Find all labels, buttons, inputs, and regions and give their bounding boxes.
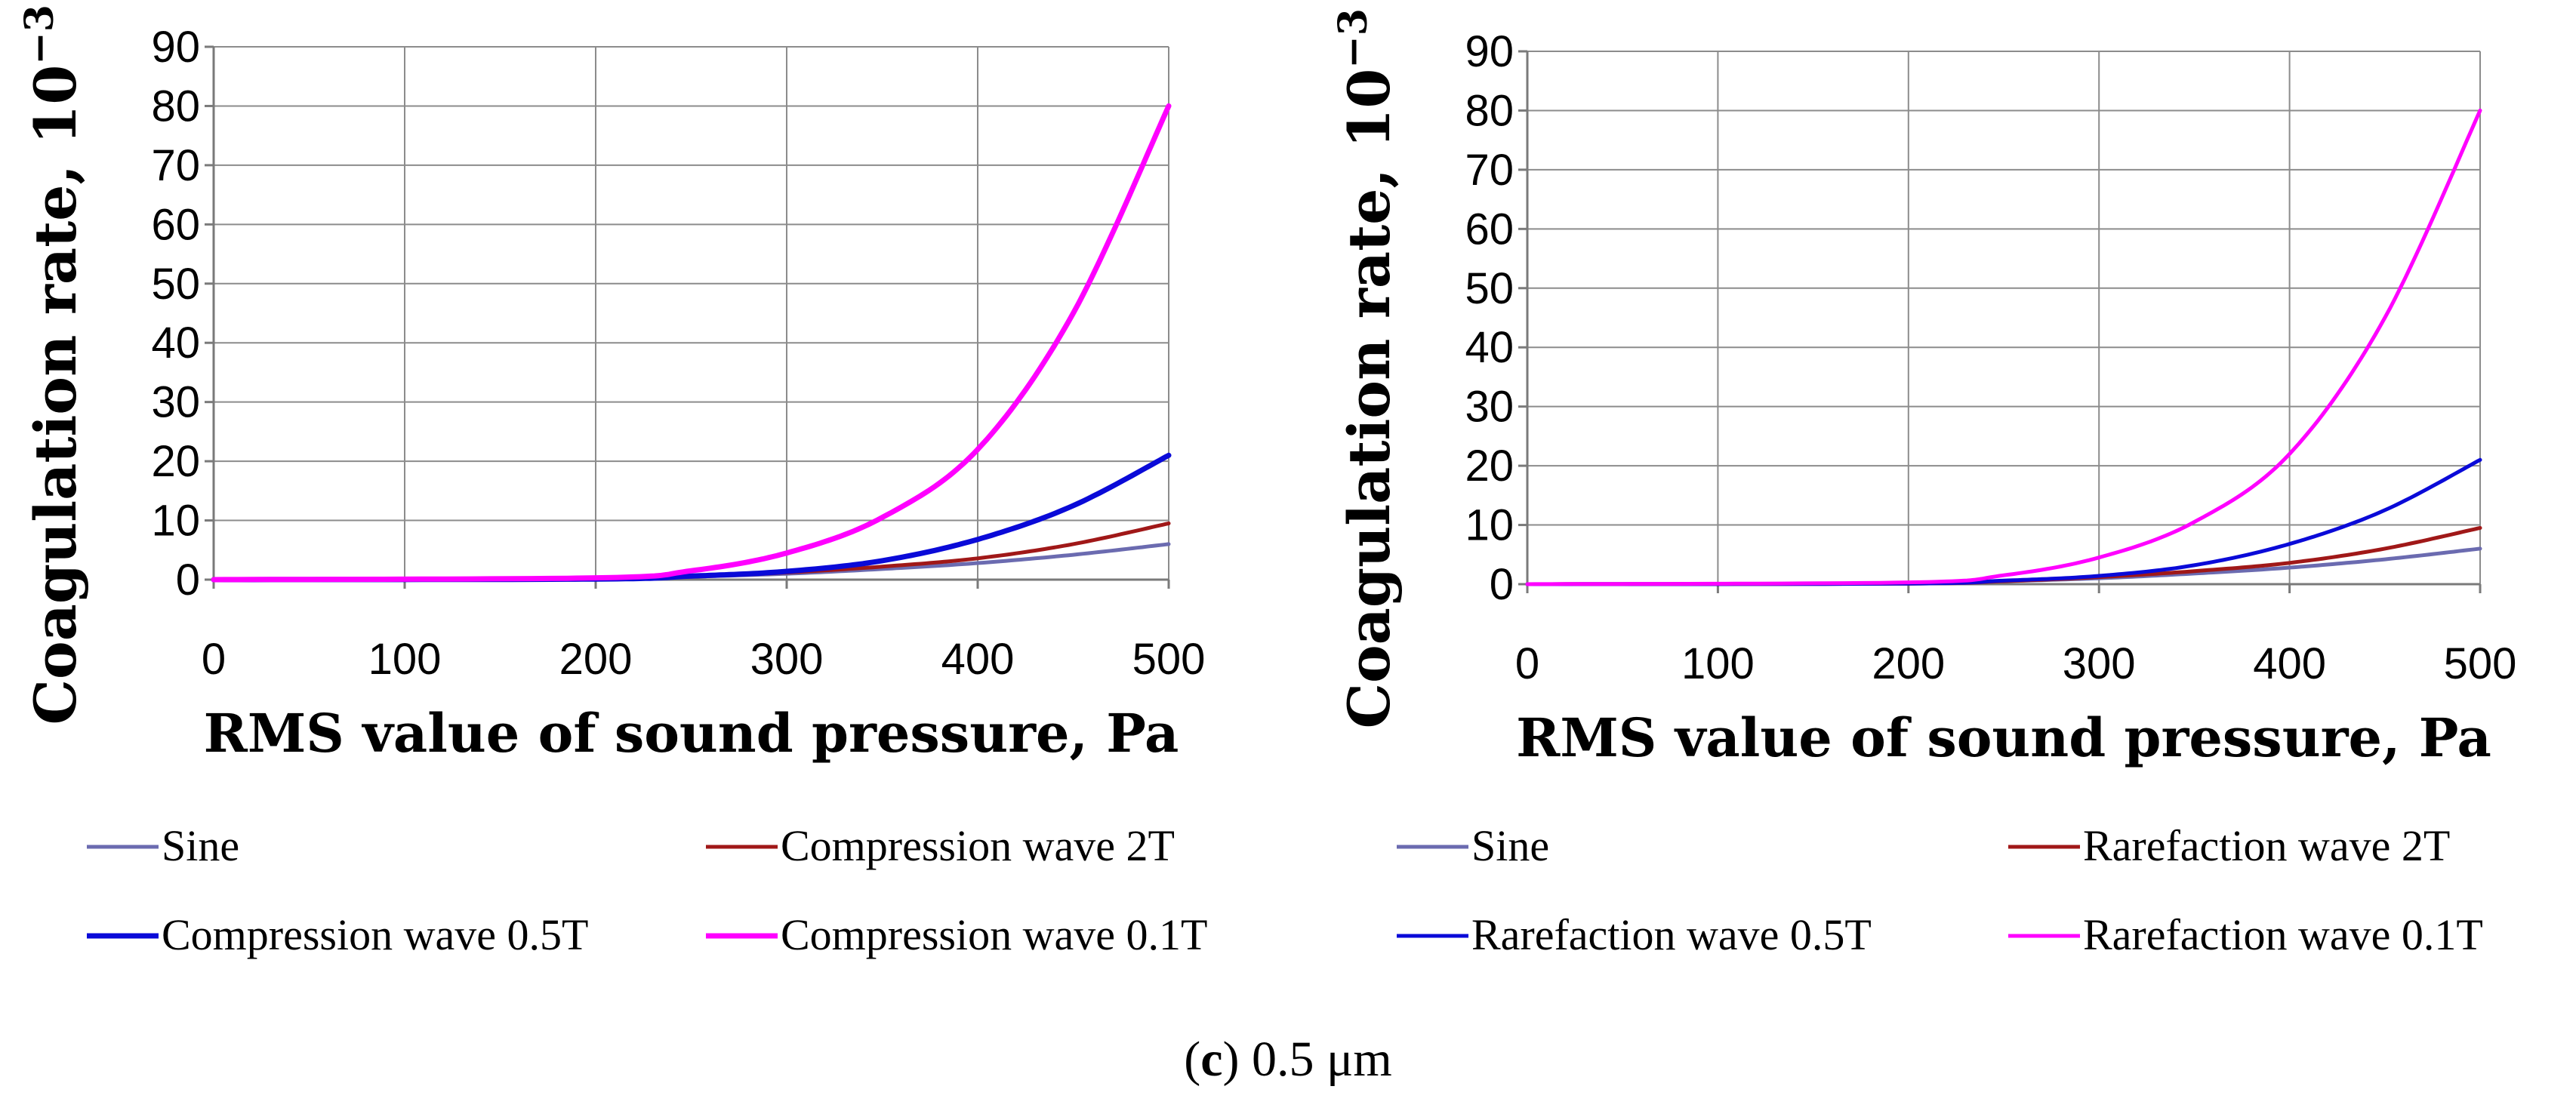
figure-caption: (c) 0.5 μm	[1184, 1032, 1392, 1087]
legend-label: Compression wave 0.5T	[162, 910, 588, 959]
x-tick-label: 300	[750, 635, 824, 684]
legend-item: Rarefaction wave 0.1T	[2008, 910, 2483, 959]
x-tick-label: 200	[1872, 639, 1945, 688]
x-tick-label: 300	[2063, 639, 2136, 688]
y-tick-label: 40	[1465, 323, 1514, 372]
legend-label: Rarefaction wave 0.1T	[2083, 910, 2483, 959]
y-axis-label: Coagulation rate, 10−3s−1	[1330, 0, 1403, 729]
caption-letter: c	[1200, 1032, 1222, 1087]
y-tick-label: 70	[1465, 146, 1514, 195]
y-tick-label: 90	[151, 23, 200, 72]
legend: Sine Compression wave 2T Compression wave …	[87, 821, 1207, 959]
x-tick-label: 100	[368, 635, 442, 684]
y-tick-label: 0	[176, 555, 200, 605]
y-tick-label: 20	[151, 437, 200, 486]
caption-close: )	[1223, 1032, 1240, 1087]
legend-label: Compression wave 2T	[781, 821, 1175, 870]
gridlines	[1527, 51, 2481, 585]
legend-item: Compression wave 0.5T	[87, 910, 588, 959]
y-tick-label: 70	[151, 141, 200, 190]
legend-label: Sine	[1471, 821, 1549, 870]
legend-label: Sine	[162, 821, 239, 870]
x-tick-label: 0	[1515, 639, 1539, 688]
chart-1: 0 10 20 30 40 50 60 70 80 90 0 100 200 300 400 500 RMS v…	[17, 0, 1207, 959]
legend-label: Rarefaction wave 0.5T	[1471, 910, 1872, 959]
y-axis-label-exponent: −3	[1330, 8, 1376, 69]
legend-label: Rarefaction wave 2T	[2083, 821, 2450, 870]
y-tick-label: 30	[151, 378, 200, 427]
y-tick-label: 30	[1465, 383, 1514, 432]
y-tick-label: 50	[1465, 264, 1514, 313]
y-tick-label: 20	[1465, 442, 1514, 491]
y-tick-label: 10	[1465, 501, 1514, 550]
y-tick-label: 10	[151, 497, 200, 546]
gridlines	[213, 46, 1169, 580]
x-tick-label: 100	[1681, 639, 1755, 688]
series-line-4	[1525, 108, 2482, 586]
chart-2: 0 10 20 30 40 50 60 70 80 90 0 100 200 300 400 500 RMS v…	[1330, 0, 2517, 959]
caption-text: 0.5 μm	[1240, 1032, 1392, 1087]
legend-item: Compression wave 0.1T	[706, 910, 1207, 959]
caption-open: (	[1184, 1032, 1200, 1087]
legend-item: Rarefaction wave 2T	[2008, 821, 2450, 870]
x-tick-label: 500	[1132, 635, 1206, 684]
series-group	[211, 103, 1172, 583]
legend-label: Compression wave 0.1T	[781, 910, 1207, 959]
series-group	[1525, 108, 2482, 586]
y-axis-label: Coagulation rate, 10−3s−1	[17, 0, 89, 725]
legend-item: Rarefaction wave 0.5T	[1397, 910, 1872, 959]
legend-item: Compression wave 2T	[706, 821, 1175, 870]
x-tick-label: 400	[2253, 639, 2326, 688]
y-tick-label: 60	[151, 200, 200, 249]
y-tick-label: 50	[151, 260, 200, 309]
series-line-4	[211, 103, 1172, 583]
y-tick-label: 90	[1465, 27, 1514, 76]
y-axis-label-text: Coagulation rate, 10	[1336, 69, 1403, 729]
x-axis-label: RMS value of sound pressure, Pa	[1516, 706, 2491, 769]
y-tick-label: 0	[1490, 560, 1514, 609]
y-tick-label: 60	[1465, 205, 1514, 254]
legend-item: Sine	[1397, 821, 1549, 870]
legend-item: Sine	[87, 821, 239, 870]
x-tick-label: 200	[559, 635, 633, 684]
y-tick-label: 80	[1465, 86, 1514, 135]
x-tick-label: 0	[202, 635, 226, 684]
x-tick-label: 500	[2444, 639, 2517, 688]
y-tick-label: 40	[151, 319, 200, 368]
x-axis-label: RMS value of sound pressure, Pa	[204, 702, 1179, 765]
legend: Sine Rarefaction wave 2T Rarefaction wave …	[1397, 821, 2483, 959]
y-axis-label-exponent: −3	[17, 5, 63, 65]
x-tick-label: 400	[941, 635, 1015, 684]
y-axis-label-text: Coagulation rate, 10	[22, 65, 89, 725]
y-tick-label: 80	[151, 82, 200, 131]
